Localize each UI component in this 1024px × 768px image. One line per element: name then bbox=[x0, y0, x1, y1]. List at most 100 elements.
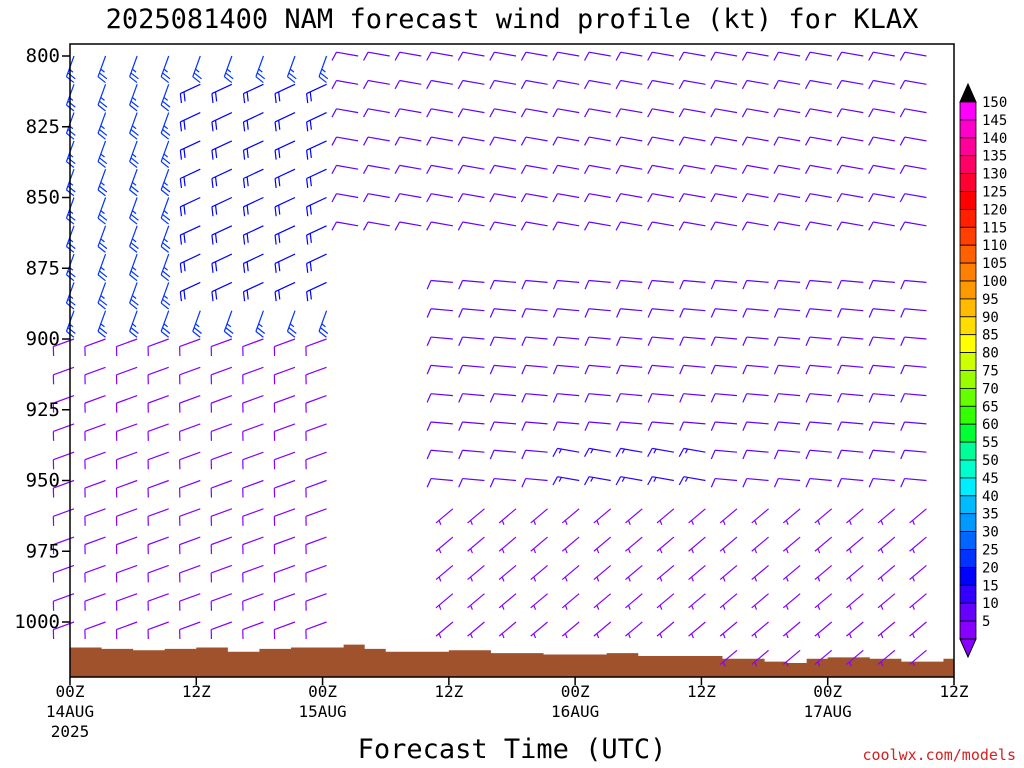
wind-barb bbox=[615, 476, 643, 486]
wind-barb bbox=[192, 55, 202, 84]
wind-barb bbox=[286, 310, 297, 338]
wind-barb bbox=[647, 279, 674, 290]
wind-barb bbox=[192, 310, 202, 338]
wind-barb bbox=[710, 193, 738, 203]
wind-barb bbox=[710, 51, 738, 61]
wind-barb bbox=[129, 140, 139, 168]
wind-barb bbox=[530, 621, 548, 639]
wind-barb bbox=[129, 282, 139, 310]
wind-barb bbox=[846, 649, 864, 667]
wind-barb bbox=[552, 164, 580, 175]
wind-barb bbox=[467, 621, 485, 639]
wind-barb bbox=[679, 279, 706, 290]
colorbar-swatch bbox=[959, 602, 977, 622]
wind-barb bbox=[520, 136, 548, 146]
wind-barb bbox=[498, 508, 517, 526]
wind-barb bbox=[306, 168, 327, 188]
wind-barb bbox=[426, 449, 453, 460]
wind-barb bbox=[678, 136, 706, 146]
colorbar-swatch bbox=[959, 101, 977, 121]
wind-barb bbox=[561, 621, 580, 639]
wind-barb bbox=[742, 477, 769, 488]
wind-barb bbox=[210, 593, 233, 611]
wind-barb bbox=[435, 593, 454, 610]
wind-barb bbox=[115, 564, 138, 583]
wind-barb bbox=[900, 279, 927, 290]
wind-barb bbox=[647, 221, 674, 231]
colorbar-swatch bbox=[959, 226, 977, 246]
wind-barb bbox=[306, 281, 327, 302]
wind-barb bbox=[741, 164, 769, 175]
colorbar-swatch bbox=[959, 477, 977, 497]
wind-barb bbox=[305, 593, 327, 611]
y-tick-label: 800 bbox=[26, 45, 60, 67]
colorbar-bottom-arrow bbox=[959, 638, 977, 659]
wind-barb bbox=[211, 140, 233, 160]
wind-barb bbox=[179, 281, 201, 302]
wind-barb bbox=[552, 221, 580, 231]
wind-barb bbox=[710, 108, 738, 118]
wind-barb bbox=[318, 310, 329, 338]
wind-barb bbox=[273, 451, 296, 470]
wind-barb bbox=[467, 508, 485, 526]
wind-barb bbox=[179, 366, 201, 385]
wind-barb bbox=[457, 164, 485, 175]
colorbar-label: 95 bbox=[982, 292, 999, 308]
wind-barb bbox=[331, 193, 359, 203]
wind-barb bbox=[489, 164, 517, 175]
wind-barb bbox=[363, 164, 390, 175]
wind-barb bbox=[394, 136, 422, 146]
wind-barb bbox=[561, 564, 580, 582]
wind-barb bbox=[179, 479, 201, 498]
wind-barb bbox=[742, 308, 769, 318]
colorbar-label: 80 bbox=[982, 346, 999, 362]
x-tick-label: 00Z bbox=[813, 682, 842, 701]
wind-barb bbox=[458, 477, 485, 488]
wind-barb bbox=[305, 479, 327, 498]
wind-barb bbox=[647, 108, 674, 118]
wind-barb bbox=[363, 79, 390, 90]
wind-barb bbox=[899, 164, 927, 175]
wind-barb bbox=[710, 393, 738, 403]
wind-barb bbox=[846, 621, 864, 639]
x-tick-year-label: 2025 bbox=[51, 722, 90, 741]
wind-barb bbox=[647, 393, 674, 403]
wind-barb bbox=[498, 564, 517, 582]
wind-barb bbox=[65, 310, 76, 338]
y-tick-label: 875 bbox=[26, 257, 60, 279]
y-tick-label: 1000 bbox=[14, 611, 60, 633]
wind-barb bbox=[97, 310, 108, 338]
colorbar-swatch bbox=[959, 495, 977, 515]
wind-barb bbox=[274, 112, 296, 132]
wind-barb bbox=[805, 364, 832, 375]
wind-barb bbox=[458, 393, 485, 403]
wind-barb bbox=[274, 281, 296, 302]
colorbar-swatch bbox=[959, 262, 977, 282]
wind-barb bbox=[306, 112, 327, 132]
colorbar-swatch bbox=[959, 334, 977, 354]
wind-barb bbox=[773, 164, 801, 175]
wind-barb bbox=[255, 310, 266, 338]
wind-barb bbox=[84, 451, 106, 470]
wind-barb bbox=[909, 593, 927, 610]
wind-barb bbox=[179, 564, 201, 583]
x-tick-label: 12Z bbox=[687, 682, 716, 701]
wind-barb bbox=[147, 366, 169, 385]
wind-barb bbox=[710, 221, 738, 231]
wind-barb bbox=[179, 253, 201, 273]
wind-barb bbox=[552, 308, 580, 318]
wind-barb bbox=[836, 51, 864, 61]
wind-barb bbox=[84, 564, 106, 583]
wind-barb bbox=[561, 593, 580, 610]
wind-barb bbox=[805, 477, 832, 488]
wind-barb bbox=[489, 336, 517, 347]
wind-barb bbox=[147, 536, 169, 555]
wind-barb bbox=[457, 136, 485, 146]
wind-barb bbox=[742, 279, 769, 290]
colorbar-swatch bbox=[959, 352, 977, 371]
wind-barb bbox=[741, 108, 769, 118]
wind-barb bbox=[678, 108, 706, 118]
colorbar-label: 120 bbox=[982, 202, 1007, 218]
wind-barb bbox=[805, 336, 832, 347]
colorbar-swatch bbox=[959, 387, 977, 407]
